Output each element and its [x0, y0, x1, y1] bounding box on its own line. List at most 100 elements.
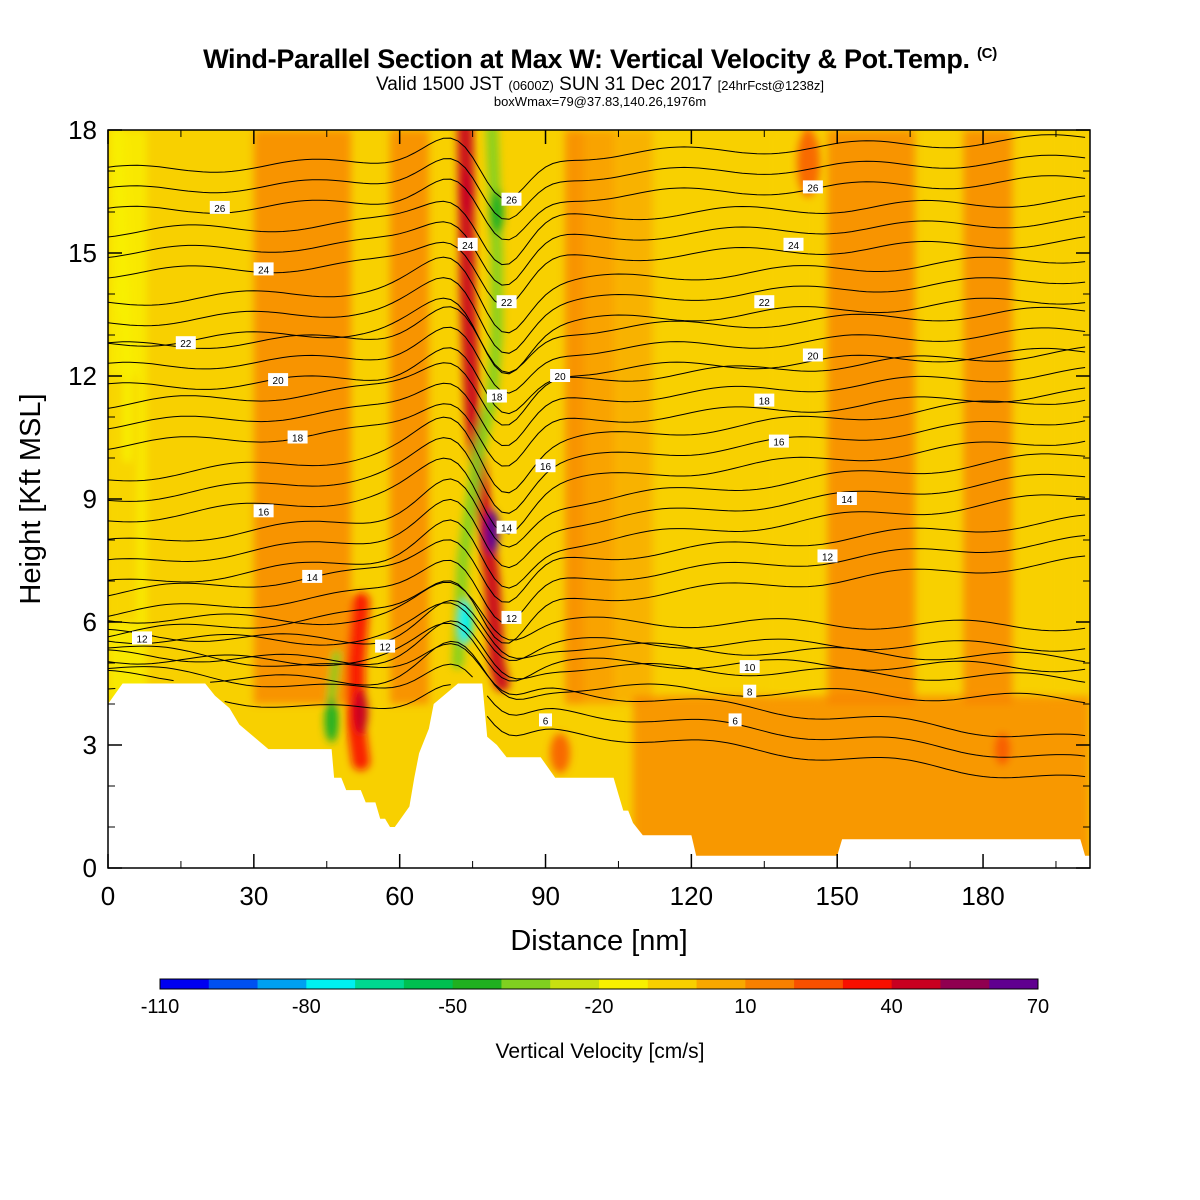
colorbar-swatch-0: [160, 979, 210, 989]
theta-contour-12-1: [108, 535, 1086, 624]
colorbar-swatch-12: [745, 979, 795, 989]
contour-label-15: 12: [501, 610, 522, 625]
y-tick-label-2: 6: [83, 607, 97, 637]
contour-label-box: [209, 200, 230, 214]
chart-title: Wind-Parallel Section at Max W: Vertical…: [0, 44, 1200, 75]
theta-contour-26-2: [108, 134, 1086, 200]
contour-label-box: [253, 504, 274, 518]
theta-contour-20-1: [108, 326, 1086, 394]
contour-label-text: 18: [491, 393, 503, 404]
theta-contour-18-0: [108, 387, 1086, 467]
theta-contour-10-0: [108, 622, 1086, 682]
contour-label-box: [132, 631, 152, 645]
contour-label-26: 16: [768, 434, 789, 449]
contour-label-box: [783, 237, 804, 251]
colorbar-label: Vertical Velocity [cm/s]: [496, 1040, 705, 1063]
contour-label-box: [496, 520, 517, 534]
velocity-cell-lower-right: [994, 733, 1011, 766]
contour-label-text: 12: [380, 643, 392, 654]
contour-label-box: [501, 192, 522, 206]
x-tick-label-6: 180: [961, 881, 1004, 911]
theta-contour-6-0: [108, 684, 1086, 779]
contour-label-box: [253, 262, 274, 276]
contour-label-text: 12: [506, 614, 518, 625]
valid-time: Valid 1500 JST: [375, 74, 504, 95]
contour-label-box: [754, 393, 775, 407]
contour-label-1: 14: [302, 569, 323, 584]
contour-label-text: 24: [462, 241, 474, 252]
contour-label-text: 14: [841, 495, 853, 506]
theta-contour-20-2: [108, 306, 1086, 374]
colorbar-tick-label-0: -110: [141, 996, 180, 1018]
x-tick-label-1: 30: [239, 881, 268, 911]
colorbar-swatch-9: [599, 979, 649, 989]
x-tick-label-3: 90: [531, 881, 560, 911]
colorbar-swatch-16: [940, 979, 990, 989]
colorbar: -110 -80 -50 -20 10 40 70: [141, 978, 1049, 1018]
forecast-info: [24hrFcst@1238z]: [717, 78, 825, 93]
axis-ticks: 0 30 60 90 120 150 180 0 3 6 9 12 15 18: [68, 115, 1090, 911]
contour-label-box: [728, 713, 742, 727]
contour-label-12: 18: [486, 389, 507, 404]
velocity-core-downdraft-1: [324, 698, 339, 743]
contour-label-13: 16: [535, 459, 556, 473]
contour-label-box: [802, 180, 823, 194]
contour-label-7: 26: [209, 200, 230, 215]
colorbar-swatch-5: [403, 979, 454, 989]
contour-label-text: 22: [501, 298, 513, 309]
contour-label-17: 6: [539, 713, 552, 727]
colorbar-tick-label-6: 70: [1027, 996, 1049, 1018]
contour-label-box: [754, 295, 775, 309]
contour-label-text: 18: [292, 434, 304, 445]
colorbar-swatch-2: [257, 979, 307, 989]
contour-label-box: [743, 684, 757, 698]
velocity-core-updraft-3: [485, 509, 500, 554]
contour-label-22: 24: [783, 237, 804, 252]
contour-label-text: 8: [747, 688, 753, 699]
theta-contour-22-2: [108, 256, 1086, 334]
colorbar-swatch-3: [306, 979, 356, 989]
velocity-core-downdraft-4: [489, 190, 504, 234]
contour-label-10: 26: [501, 192, 522, 207]
contour-label-text: 20: [807, 352, 819, 363]
velocity-core-downdraft-2: [458, 600, 473, 644]
contour-label-box: [496, 295, 517, 309]
valid-zulu: (0600Z): [508, 78, 554, 93]
contour-label-text: 22: [759, 298, 771, 309]
contour-label-box: [535, 459, 556, 473]
chart-title-text: Wind-Parallel Section at Max W: Vertical…: [203, 44, 970, 74]
theta-contour-8-2: [108, 599, 1086, 663]
theta-contour-22-1: [108, 277, 1086, 354]
contour-label-text: 20: [273, 376, 285, 387]
contour-label-18: 10: [739, 660, 760, 674]
colorbar-swatch-17: [989, 979, 1039, 989]
contour-label-text: 20: [555, 372, 567, 383]
contour-label-box: [375, 639, 396, 653]
valid-date: SUN 31 Dec 2017: [559, 74, 713, 95]
contour-label-28: 12: [817, 549, 838, 563]
velocity-core-updraft-0: [353, 690, 368, 735]
x-tick-label-5: 150: [816, 881, 859, 911]
velocity-core-downdraft-6: [115, 272, 130, 316]
contour-label-16: 20: [550, 369, 571, 383]
contour-label-5: 22: [175, 336, 196, 350]
chart-subtitle: Valid 1500 JST (0600Z) SUN 31 Dec 2017 […: [0, 74, 1200, 96]
contour-label-23: 22: [754, 295, 775, 309]
colorbar-frame: [159, 978, 1039, 990]
theta-contour-14-0: [108, 494, 1086, 589]
x-axis-label: Distance [nm]: [510, 925, 687, 957]
theta-contour-6-2: [108, 643, 1086, 738]
colorbar-swatch-8: [550, 979, 600, 989]
contour-label-box: [817, 549, 838, 563]
contour-label-box: [739, 660, 760, 674]
contour-label-box: [175, 336, 196, 350]
theta-contour-14-2: [108, 453, 1086, 548]
contour-label-text: 12: [136, 634, 148, 645]
contour-label-0: 12: [132, 631, 152, 645]
contour-label-text: 16: [773, 438, 785, 449]
theta-contour-24-1: [108, 215, 1086, 286]
theta-contour-6-1: [108, 663, 1086, 758]
updraft-plume-main: [457, 130, 510, 692]
contour-label-text: 24: [788, 241, 800, 252]
theta-contour-14-1: [108, 473, 1086, 569]
